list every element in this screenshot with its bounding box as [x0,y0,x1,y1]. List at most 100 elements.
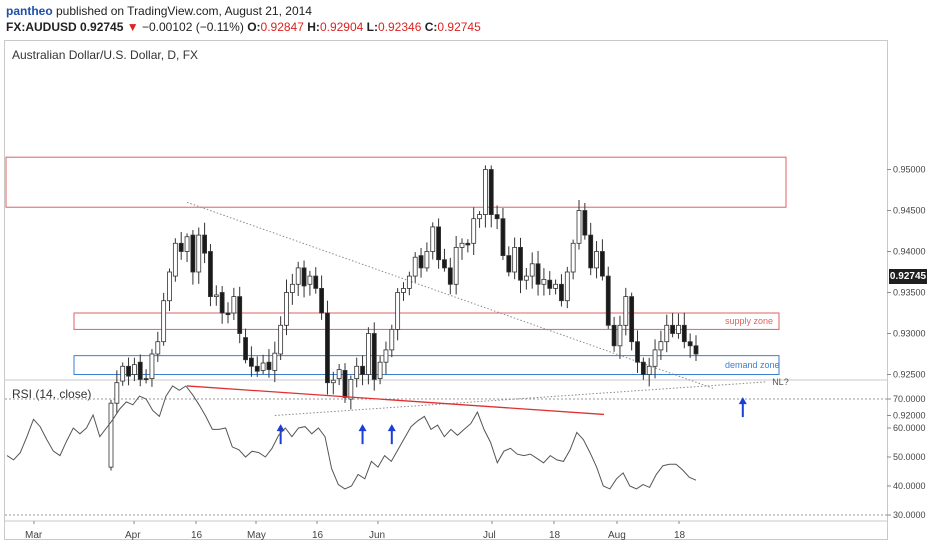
candle-up [336,369,342,379]
resistance-zone-box [5,156,787,208]
price-change: −0.00102 (−0.11%) [141,20,244,34]
candle-up [213,294,219,297]
author-name[interactable]: pantheo [6,4,53,18]
candle-down [208,251,213,297]
candle-up [564,271,570,302]
candle-down [325,312,330,384]
candle-up [676,324,681,334]
rsi-divergence-line [187,385,605,416]
candle-down [693,345,699,355]
candle-up [295,267,301,285]
neckline-label: NL? [772,377,789,387]
candle-up [453,246,459,285]
candle-up [383,349,389,363]
time-tick-label: Jul [483,530,496,541]
candle-down [600,251,605,277]
candle-down [219,292,225,314]
low-label: L: [366,20,378,34]
candle-up [389,328,395,351]
time-tick-label: 18 [674,530,686,541]
candle-down [687,341,693,347]
candle-up [307,275,313,285]
candle-up [231,296,237,314]
candle-down [500,218,506,256]
supply-zone-box [73,312,780,330]
candle-up [553,283,558,289]
candle-down [190,234,196,273]
rsi-tick-label: 40.0000 [893,481,926,491]
candle-down [611,324,617,347]
candle-down [605,275,611,326]
candle-down [319,287,325,314]
chart-frame[interactable] [4,40,888,540]
candle-up [284,292,289,326]
candle-down [670,324,675,334]
candle-up [406,275,412,289]
rsi-line [6,385,697,490]
candle-up [401,287,406,293]
demand-zone-label: demand zone [725,360,780,370]
candle-up [576,210,582,244]
price-tick-label: 0.92500 [893,370,926,380]
candle-down [582,210,588,236]
time-tick-label: Aug [608,530,626,541]
candle-up [196,234,202,273]
time-tick-label: 18 [549,530,561,541]
candle-down [559,283,564,302]
candle-down [313,275,319,289]
candle-down [248,357,254,367]
candle-down [518,246,523,281]
candle-down [178,242,184,252]
candle-up [167,271,172,302]
close-label: C: [424,20,438,34]
candle-down [436,226,442,261]
candle-down [418,255,424,269]
open-label: O: [247,20,261,34]
candle-up [482,169,488,215]
price-tick-label: 0.93000 [893,329,926,339]
last-price: 0.92745 [80,20,124,34]
candle-up [512,246,518,273]
supply-zone-label: supply zone [725,316,773,326]
candle-up [477,214,482,220]
open-value: 0.92847 [260,20,304,34]
candle-down [465,242,471,246]
candle-up [120,365,126,382]
rsi-tick-label: 70.0000 [893,394,926,404]
last-price-tag: 0.92745 [889,269,927,284]
candle-down [442,259,447,269]
up-arrow-head-icon [738,397,747,405]
time-tick-label: May [247,530,266,541]
candle-down [342,369,348,398]
candle-up [365,333,371,375]
candle-up [664,324,670,343]
up-arrow-head-icon [387,424,396,432]
candle-up [459,242,465,248]
candle-down [447,267,453,285]
rsi-tick-label: 50.0000 [893,452,926,462]
candle-up [184,236,190,252]
candle-up [541,278,547,285]
candle-up [658,341,664,351]
candle-down [237,296,243,334]
candle-up [471,218,477,244]
ohlc-header: FX:AUDUSD 0.92745 ▼ −0.00102 (−0.11%) O:… [6,20,481,34]
candle-up [652,349,658,367]
candle-up [114,382,120,404]
symbol-label: FX:AUDUSD [6,20,77,34]
time-tick-label: Jun [369,530,385,541]
candle-up [523,275,529,281]
high-label: H: [307,20,320,34]
candle-down [547,279,553,289]
up-arrow-head-icon [358,424,367,432]
candle-down [225,312,231,316]
time-tick-label: 16 [312,530,324,541]
candle-down [506,255,512,273]
candle-down [126,365,131,377]
candle-down [494,214,500,220]
candle-down [301,267,307,287]
price-tick-label: 0.94500 [893,206,926,216]
published-text: published on TradingView.com, August 21,… [52,4,312,18]
candle-up [348,379,354,400]
